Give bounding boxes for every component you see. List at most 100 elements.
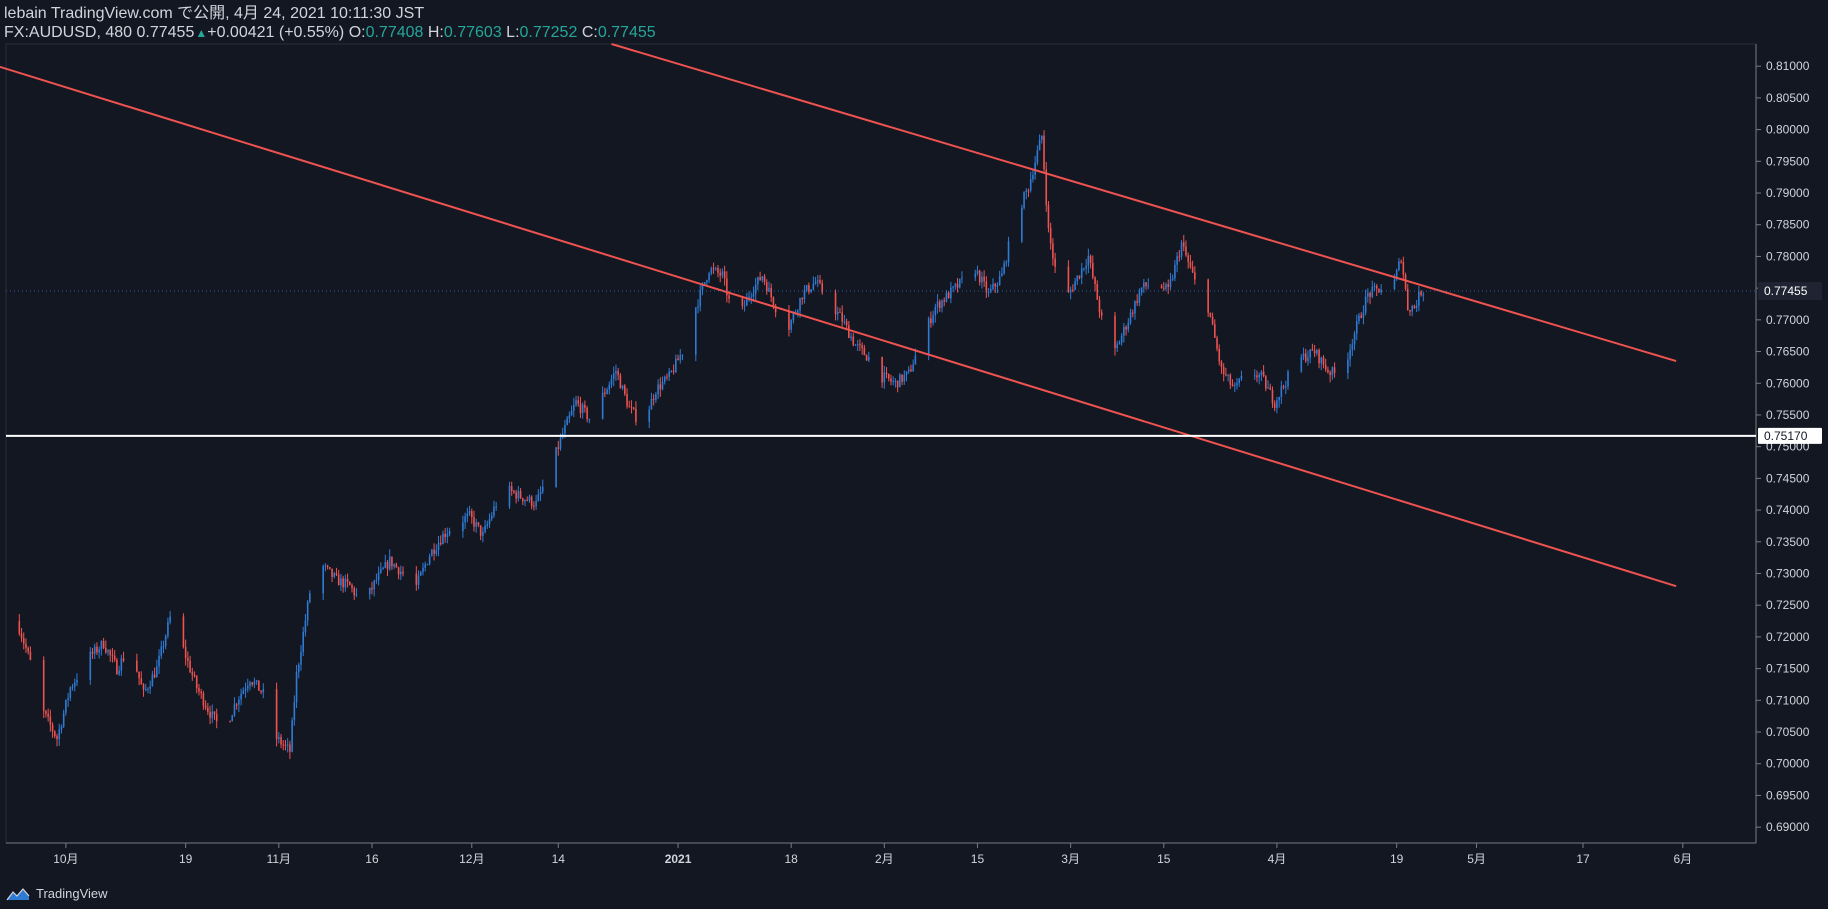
candle-body xyxy=(415,573,418,585)
candle-body xyxy=(883,372,886,383)
lower-channel-trendline[interactable] xyxy=(0,44,1677,588)
candle-body xyxy=(930,318,932,324)
candle-body xyxy=(1256,375,1258,378)
trendlines[interactable] xyxy=(0,43,1756,588)
candle-body xyxy=(945,292,948,302)
candle-body xyxy=(746,297,748,306)
candle-body xyxy=(845,321,848,326)
candle-body xyxy=(275,689,278,740)
candle-body xyxy=(941,300,943,309)
candle-body xyxy=(774,306,777,313)
candle-body xyxy=(1375,285,1378,289)
candle-body xyxy=(89,651,92,681)
candle-body xyxy=(113,655,116,660)
candle-body xyxy=(138,671,140,679)
candle-body xyxy=(894,380,897,382)
candle-body xyxy=(1074,281,1076,290)
candle-body xyxy=(162,646,165,648)
candle-body xyxy=(750,296,753,298)
candle-body xyxy=(47,713,49,717)
candle-body xyxy=(1278,396,1280,401)
candle-body xyxy=(391,556,393,567)
candle-body xyxy=(29,651,32,660)
candle-body xyxy=(1218,348,1221,362)
candle-body xyxy=(1214,324,1216,338)
candle-body xyxy=(652,398,655,400)
candle-body xyxy=(843,321,846,323)
candle-body xyxy=(555,447,557,487)
price-axis[interactable]: 0.81000 0.80500 0.80000 0.79500 0.79000 0.785… xyxy=(1756,59,1822,834)
candle-body xyxy=(384,562,387,568)
symbol-label: FX:AUDUSD, 480 xyxy=(4,24,133,41)
candle-body xyxy=(475,522,478,527)
upper-channel-trendline[interactable] xyxy=(611,43,1677,363)
candle-body xyxy=(1131,312,1134,314)
candle-body xyxy=(910,369,912,372)
candle-body xyxy=(1355,321,1358,334)
candle-body xyxy=(1307,357,1309,362)
candle-body xyxy=(373,580,375,590)
candle-body xyxy=(1240,376,1243,379)
price-tick-label: 0.80500 xyxy=(1766,91,1810,105)
candle-body xyxy=(213,711,216,715)
candle-body xyxy=(881,357,883,383)
candle-body xyxy=(714,268,717,270)
candle-body xyxy=(1174,264,1176,279)
candle-body xyxy=(187,658,189,661)
candle-body xyxy=(1276,400,1278,408)
candle-body xyxy=(1138,292,1141,303)
candle-body xyxy=(120,658,123,671)
candle-body xyxy=(1038,139,1041,151)
candle-body xyxy=(1287,371,1289,387)
candle-body xyxy=(1209,312,1212,317)
candle-body xyxy=(382,567,384,569)
candle-body xyxy=(650,398,653,410)
candle-body xyxy=(482,531,484,536)
candle-body xyxy=(462,522,464,532)
candle-body xyxy=(763,276,766,283)
candle-body xyxy=(62,712,65,727)
change-value: +0.00421 (+0.55%) xyxy=(207,24,345,41)
candle-body xyxy=(885,372,888,374)
candle-body xyxy=(182,616,185,648)
publish-info: lebain TradingView.com で公開, 4月 24, 2021 … xyxy=(4,5,425,22)
candle-body xyxy=(1147,285,1150,287)
candle-body xyxy=(1351,344,1354,350)
candle-body xyxy=(58,729,61,740)
candle-body xyxy=(989,288,992,292)
candle-body xyxy=(1229,374,1232,385)
candle-body xyxy=(253,681,256,685)
candle-body xyxy=(309,593,311,602)
candle-body xyxy=(1309,349,1311,358)
candle-body xyxy=(326,565,329,568)
candle-body xyxy=(435,550,438,554)
candle-body xyxy=(710,268,713,274)
candle-body xyxy=(854,344,857,346)
candle-body xyxy=(752,293,755,297)
candle-body xyxy=(386,562,389,569)
time-axis[interactable]: 10月 19 11月 16 12月 14 2021 18 2月 15 3月 15 4月 19 5月 17 6月 xyxy=(53,843,1692,866)
candle-body xyxy=(1231,384,1234,386)
candle-body xyxy=(573,405,575,411)
candle-body xyxy=(1178,256,1181,258)
candle-body xyxy=(821,283,824,293)
candle-body xyxy=(537,494,540,501)
price-tick-label: 0.70500 xyxy=(1766,725,1810,739)
last-price-value: 0.77455 xyxy=(136,24,195,41)
candle-body xyxy=(699,290,702,307)
candle-body xyxy=(136,660,138,672)
candle-body xyxy=(659,384,662,390)
candle-body xyxy=(249,682,251,686)
price-tick-label: 0.71500 xyxy=(1766,662,1810,676)
candle-body xyxy=(604,392,606,394)
time-tick-label: 19 xyxy=(179,852,193,866)
candle-body xyxy=(757,277,759,285)
candle-body xyxy=(987,291,990,293)
candle-body xyxy=(1087,255,1090,266)
tradingview-logo-icon xyxy=(6,887,30,900)
candle-body xyxy=(619,375,622,389)
candle-body xyxy=(1001,273,1003,277)
candle-body xyxy=(388,556,391,569)
candle-body xyxy=(49,716,52,725)
